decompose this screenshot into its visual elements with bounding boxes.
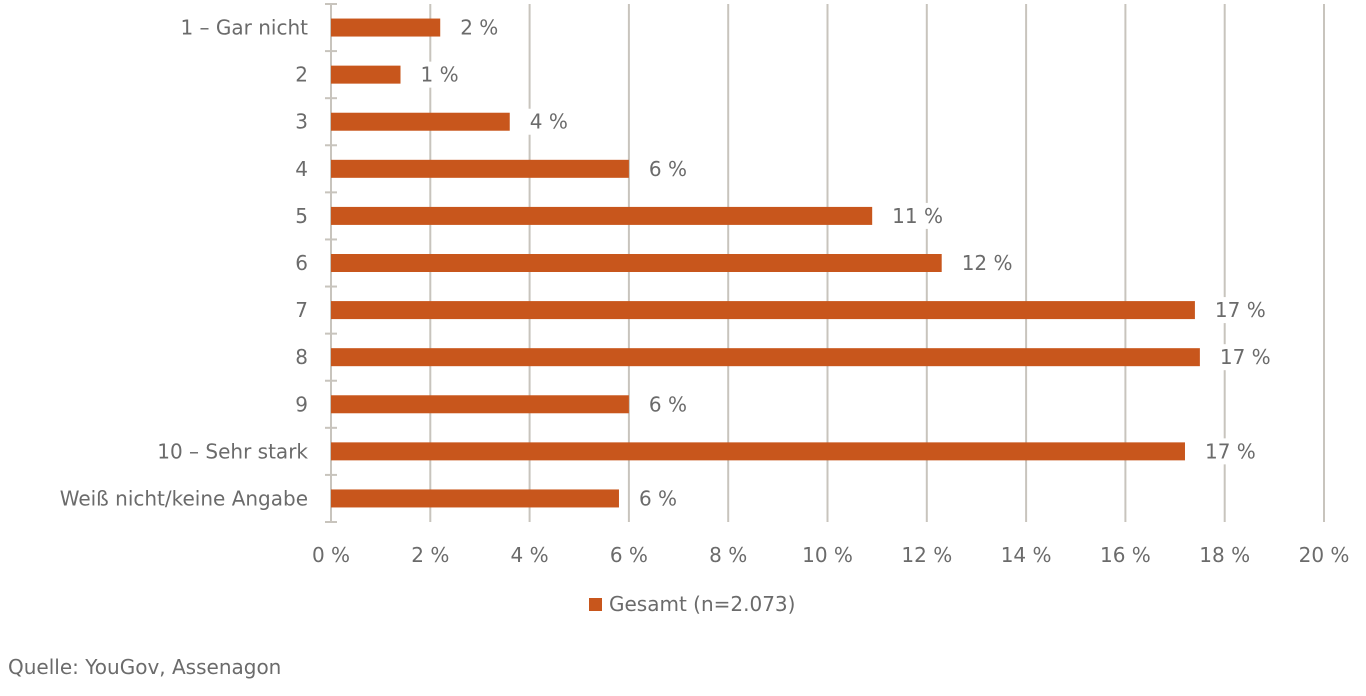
x-tick-label: 8 % xyxy=(709,543,747,567)
bar xyxy=(331,18,441,37)
data-label: 11 % xyxy=(892,204,943,228)
data-label: 12 % xyxy=(962,251,1013,275)
y-category-label: 6 xyxy=(295,251,308,275)
data-label-background xyxy=(634,485,679,512)
data-label: 1 % xyxy=(421,63,459,87)
x-tick-label: 12 % xyxy=(901,543,952,567)
data-label-background xyxy=(888,202,945,229)
y-category-label: 9 xyxy=(295,392,308,416)
data-label: 4 % xyxy=(530,110,568,134)
x-tick-label: 16 % xyxy=(1100,543,1151,567)
data-label-background xyxy=(525,108,570,135)
y-category-label: Weiß nicht/keine Angabe xyxy=(60,486,308,510)
data-label-background xyxy=(1210,297,1267,324)
x-tick-label: 0 % xyxy=(312,543,350,567)
data-label: 17 % xyxy=(1205,439,1256,463)
bar xyxy=(331,159,629,178)
bar xyxy=(331,112,510,131)
data-label-background xyxy=(416,61,461,88)
x-tick-label: 18 % xyxy=(1199,543,1250,567)
y-category-label: 5 xyxy=(295,204,308,228)
legend-label: Gesamt (n=2.073) xyxy=(609,592,795,616)
x-tick-label: 4 % xyxy=(511,543,549,567)
x-tick-label: 20 % xyxy=(1299,543,1350,567)
y-category-label: 1 – Gar nicht xyxy=(180,16,308,40)
y-category-label: 8 xyxy=(295,345,308,369)
data-label: 6 % xyxy=(649,392,687,416)
data-label-background xyxy=(1200,438,1257,465)
bar xyxy=(331,301,1195,320)
bar xyxy=(331,254,942,272)
data-label: 2 % xyxy=(460,16,498,40)
x-tick-label: 2 % xyxy=(411,543,449,567)
data-label: 17 % xyxy=(1215,298,1266,322)
legend-swatch xyxy=(589,598,602,611)
data-label-background xyxy=(1215,344,1272,371)
data-label: 17 % xyxy=(1220,345,1271,369)
y-category-label: 7 xyxy=(295,298,308,322)
bar xyxy=(331,442,1185,461)
x-tick-label: 14 % xyxy=(1001,543,1052,567)
bar xyxy=(331,206,873,225)
data-label-background xyxy=(456,14,501,41)
y-category-label: 10 – Sehr stark xyxy=(157,439,308,463)
y-category-label: 4 xyxy=(295,157,308,181)
data-label-background xyxy=(644,391,689,418)
bar xyxy=(331,348,1200,367)
bar xyxy=(331,65,401,84)
source-note: Quelle: YouGov, Assenagon xyxy=(8,655,282,679)
data-label: 6 % xyxy=(639,486,677,510)
data-label: 6 % xyxy=(649,157,687,181)
data-label-background xyxy=(644,155,689,182)
x-tick-label: 10 % xyxy=(802,543,853,567)
bar xyxy=(331,489,619,508)
y-category-label: 3 xyxy=(295,110,308,134)
x-tick-label: 6 % xyxy=(610,543,648,567)
data-label-background xyxy=(957,250,1014,276)
bar-chart: 0 % 2 % 4 % 6 % 8 % 10 % 12 % 14 % 16 % 18 % 20 % 1… xyxy=(60,3,1350,616)
bar xyxy=(331,395,629,414)
y-category-label: 2 xyxy=(295,63,308,87)
